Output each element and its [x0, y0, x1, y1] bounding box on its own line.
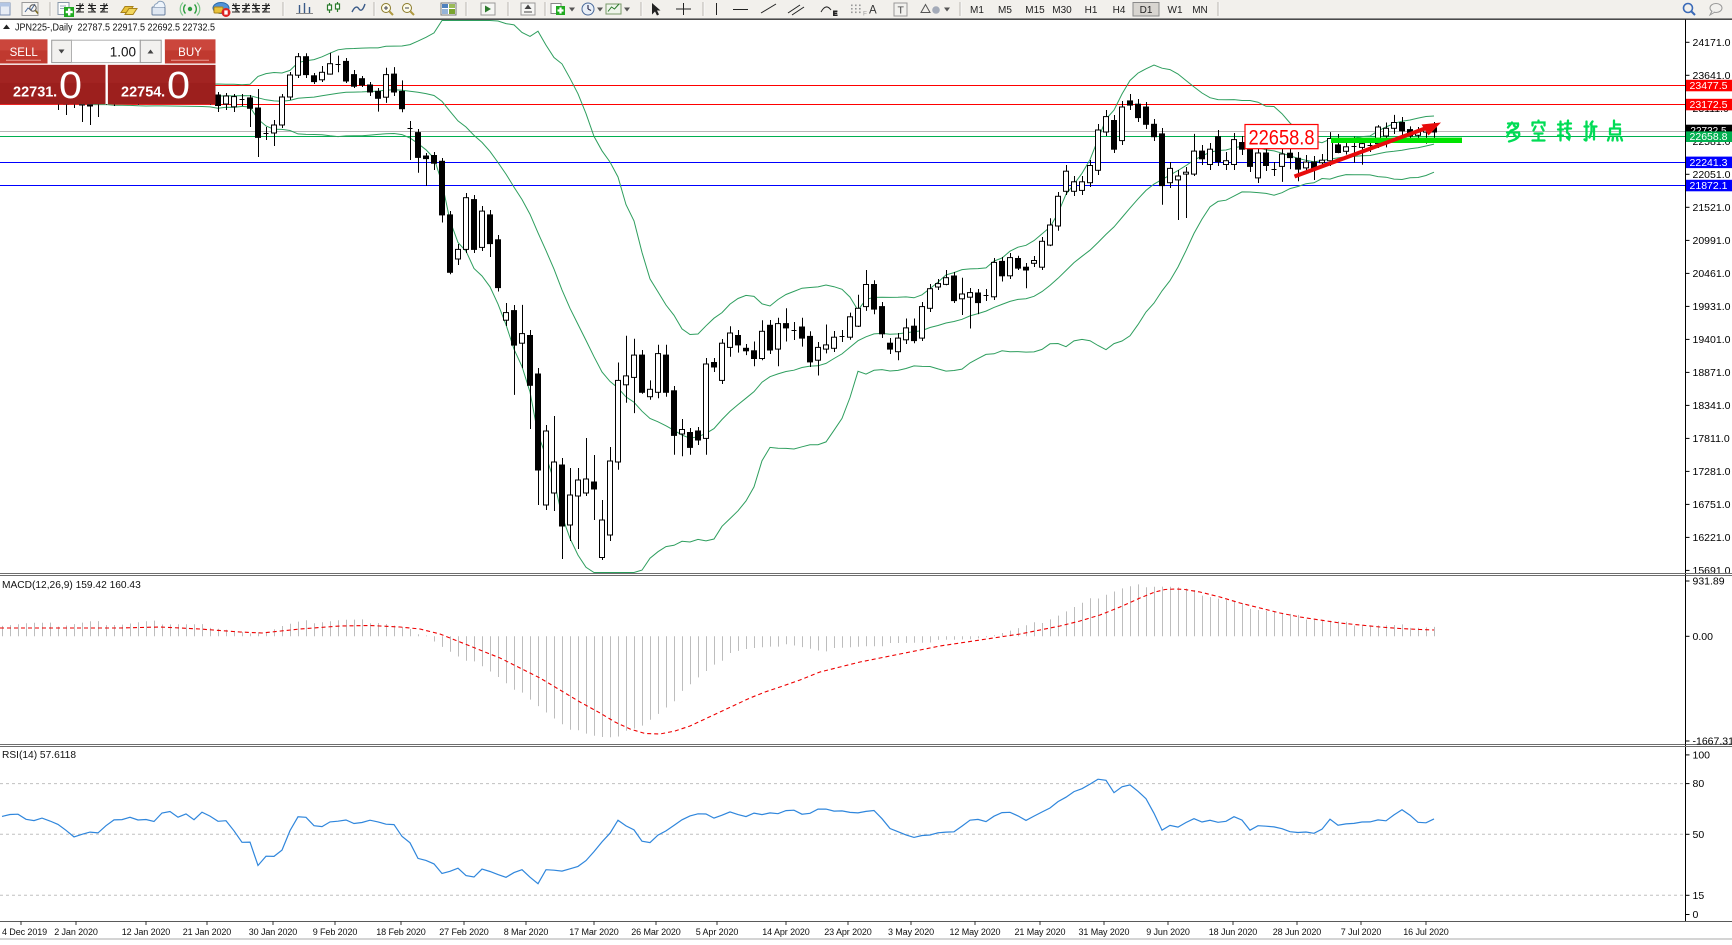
svg-text:931.89: 931.89: [1693, 576, 1725, 588]
svg-text:20461.0: 20461.0: [1693, 268, 1731, 280]
svg-text:SELL: SELL: [10, 47, 39, 59]
svg-text:.: .: [161, 84, 165, 101]
svg-text:100: 100: [1693, 750, 1711, 762]
svg-text:31 May 2020: 31 May 2020: [1079, 927, 1130, 937]
svg-text:12 Jan 2020: 12 Jan 2020: [122, 927, 171, 937]
svg-text:-1667.31: -1667.31: [1693, 736, 1732, 748]
svg-text:19401.0: 19401.0: [1693, 334, 1731, 346]
svg-text:21 May 2020: 21 May 2020: [1015, 927, 1066, 937]
svg-text:16751.0: 16751.0: [1693, 499, 1731, 511]
svg-text:22658.8: 22658.8: [1690, 131, 1728, 143]
svg-text:22241.3: 22241.3: [1690, 157, 1728, 169]
svg-text:7 Jul 2020: 7 Jul 2020: [1341, 927, 1382, 937]
svg-text:50: 50: [1693, 829, 1705, 841]
svg-text:23477.5: 23477.5: [1690, 80, 1728, 92]
svg-text:0.00: 0.00: [1693, 631, 1714, 643]
svg-text:21 Jan 2020: 21 Jan 2020: [183, 927, 232, 937]
svg-text:MN: MN: [1192, 5, 1208, 16]
svg-text:18 Jun 2020: 18 Jun 2020: [1209, 927, 1258, 937]
svg-text:BUY: BUY: [178, 47, 202, 59]
svg-text:M30: M30: [1052, 5, 1072, 16]
svg-text:80: 80: [1693, 778, 1705, 790]
svg-text:18871.0: 18871.0: [1693, 367, 1731, 379]
svg-text:16 Jul 2020: 16 Jul 2020: [1403, 927, 1449, 937]
svg-text:16221.0: 16221.0: [1693, 532, 1731, 544]
svg-text:22051.0: 22051.0: [1693, 169, 1731, 181]
svg-text:17811.0: 17811.0: [1693, 433, 1730, 445]
svg-text:.: .: [53, 84, 57, 101]
svg-text:12 May 2020: 12 May 2020: [950, 927, 1001, 937]
svg-text:21521.0: 21521.0: [1693, 202, 1731, 214]
svg-text:JPN225-,Daily 22787.5 22917.5: JPN225-,Daily 22787.5 22917.5 22692.5 22…: [15, 23, 215, 34]
svg-text:19931.0: 19931.0: [1693, 301, 1731, 313]
svg-text:M1: M1: [970, 5, 984, 16]
svg-text:27 Feb 2020: 27 Feb 2020: [439, 927, 489, 937]
svg-text:F: F: [863, 11, 867, 18]
svg-text:0: 0: [1693, 909, 1699, 921]
svg-text:M15: M15: [1025, 5, 1045, 16]
svg-text:0: 0: [59, 65, 82, 107]
svg-text:22754: 22754: [121, 85, 161, 101]
svg-text:17281.0: 17281.0: [1693, 466, 1731, 478]
svg-text:14 Apr 2020: 14 Apr 2020: [762, 927, 810, 937]
svg-text:21872.1: 21872.1: [1690, 180, 1728, 192]
svg-text:30 Jan 2020: 30 Jan 2020: [249, 927, 298, 937]
svg-text:9 Feb 2020: 9 Feb 2020: [313, 927, 358, 937]
svg-text:9 Jun 2020: 9 Jun 2020: [1146, 927, 1190, 937]
svg-text:28 Jun 2020: 28 Jun 2020: [1273, 927, 1322, 937]
svg-text:A: A: [869, 5, 877, 17]
svg-text:8 Mar 2020: 8 Mar 2020: [504, 927, 549, 937]
svg-text:MACD(12,26,9) 159.42 160.43: MACD(12,26,9) 159.42 160.43: [2, 580, 141, 591]
svg-text:22731: 22731: [13, 85, 53, 101]
svg-text:H4: H4: [1113, 5, 1126, 16]
svg-text:3 May 2020: 3 May 2020: [888, 927, 934, 937]
svg-text:E: E: [833, 11, 838, 18]
svg-text:0: 0: [167, 65, 190, 107]
svg-text:20991.0: 20991.0: [1693, 235, 1731, 247]
svg-text:D1: D1: [1140, 5, 1153, 16]
svg-text:T: T: [898, 5, 905, 17]
svg-text:H1: H1: [1085, 5, 1098, 16]
svg-text:M5: M5: [998, 5, 1012, 16]
svg-text:23172.5: 23172.5: [1690, 99, 1728, 111]
svg-text:22658.8: 22658.8: [1249, 127, 1315, 150]
svg-text:15: 15: [1693, 890, 1705, 902]
svg-text:2 Jan 2020: 2 Jan 2020: [54, 927, 98, 937]
svg-text:26 Mar 2020: 26 Mar 2020: [631, 927, 681, 937]
svg-text:1.00: 1.00: [110, 45, 136, 60]
svg-text:24171.0: 24171.0: [1693, 37, 1731, 49]
svg-text:18341.0: 18341.0: [1693, 400, 1731, 412]
svg-text:17 Mar 2020: 17 Mar 2020: [569, 927, 619, 937]
svg-text:23 Apr 2020: 23 Apr 2020: [824, 927, 872, 937]
svg-text:5 Apr 2020: 5 Apr 2020: [696, 927, 739, 937]
svg-text:18 Feb 2020: 18 Feb 2020: [376, 927, 426, 937]
svg-text:4 Dec 2019: 4 Dec 2019: [2, 927, 47, 937]
svg-text:RSI(14) 57.6118: RSI(14) 57.6118: [2, 750, 76, 761]
svg-text:W1: W1: [1168, 5, 1183, 16]
